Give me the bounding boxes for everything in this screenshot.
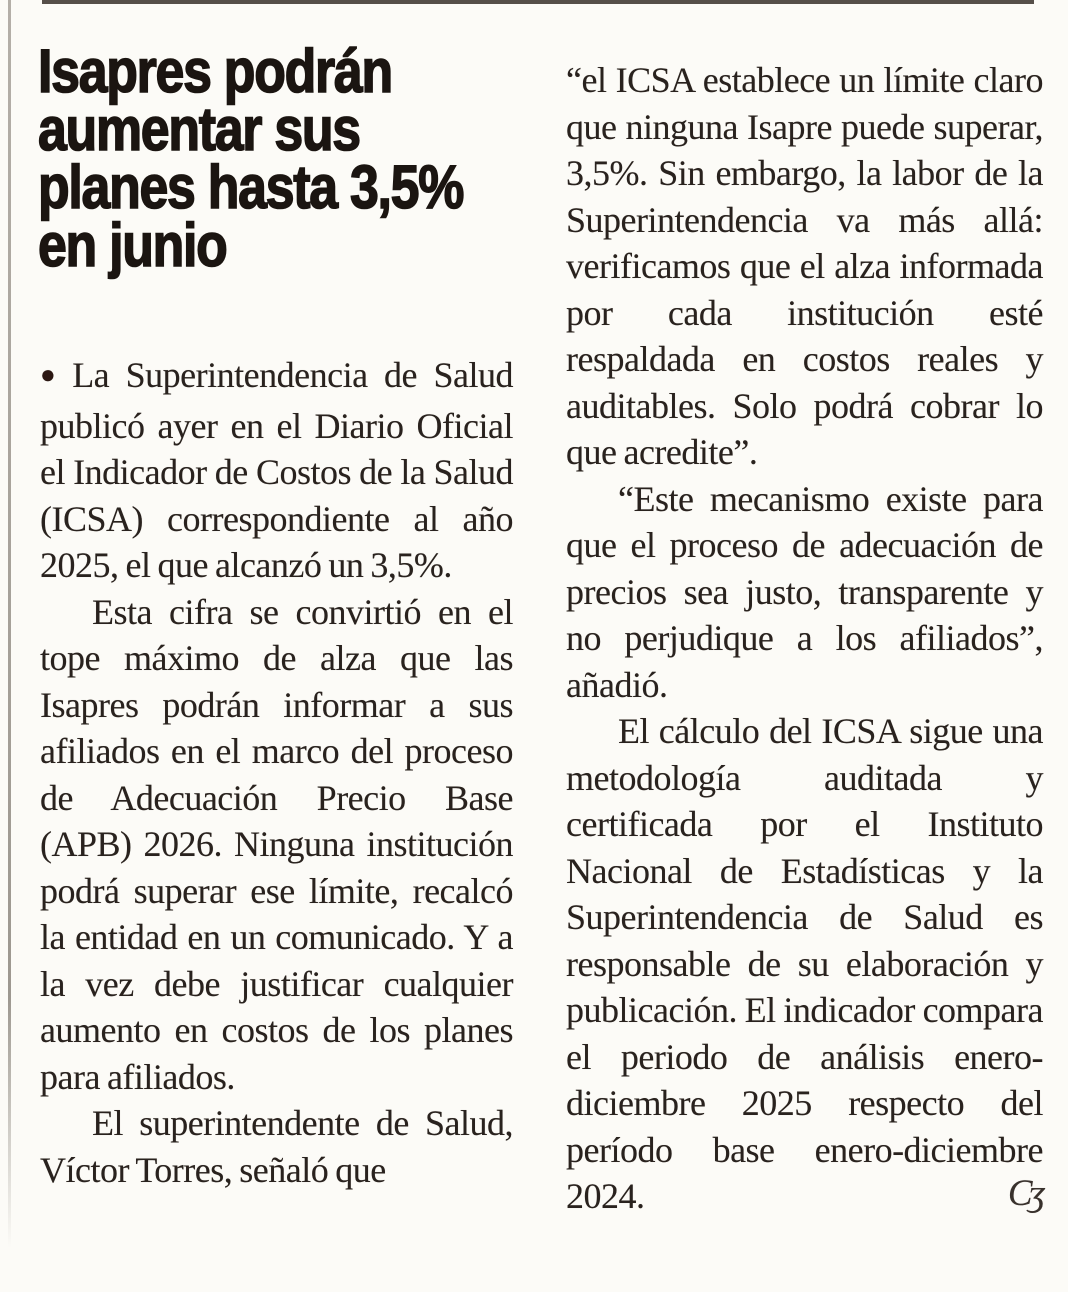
- article-paragraph: “el ICSA establece un límite claro que n…: [566, 57, 1044, 476]
- article-paragraph: El superintendente de Salud, Víctor Torr…: [40, 1100, 514, 1193]
- paragraph-text: “Este mecanismo existe para que el proce…: [566, 478, 1044, 705]
- article-headline: Isapres podrán aumentar sus planes hasta 3…: [37, 37, 514, 279]
- article-paragraph: Esta cifra se convirtió en el tope máxim…: [40, 589, 514, 1101]
- end-of-article-icon: Cʒ: [1007, 1173, 1045, 1214]
- paragraph-text: El cálculo del ICSA sigue una metodologí…: [566, 711, 1044, 1216]
- article-paragraph: ● La Superintendencia de Salud publicó ay…: [40, 352, 514, 589]
- left-edge-rule: [8, 0, 11, 1248]
- headline-line: aumentar sus: [37, 95, 361, 163]
- headline-line: planes hasta 3,5%: [37, 153, 465, 221]
- paragraph-text: “el ICSA establece un límite claro que n…: [566, 60, 1044, 472]
- article-paragraph: “Este mecanismo existe para que el proce…: [566, 476, 1044, 709]
- headline-line: Isapres podrán: [37, 37, 394, 105]
- paragraph-text: El superintendente de Salud, Víctor Torr…: [40, 1103, 514, 1190]
- headline-line: en junio: [37, 211, 228, 279]
- bullet-icon: ●: [40, 360, 66, 389]
- article-column-left: ● La Superintendencia de Salud publicó ay…: [40, 352, 514, 1193]
- top-divider-rule: [42, 0, 1034, 4]
- article-column-right: “el ICSA establece un límite claro que n…: [566, 57, 1045, 1220]
- paragraph-text: Esta cifra se convirtió en el tope máxim…: [40, 591, 514, 1097]
- article-paragraph: El cálculo del ICSA sigue una metodologí…: [566, 708, 1045, 1220]
- paragraph-text: La Superintendencia de Salud publicó aye…: [40, 355, 514, 585]
